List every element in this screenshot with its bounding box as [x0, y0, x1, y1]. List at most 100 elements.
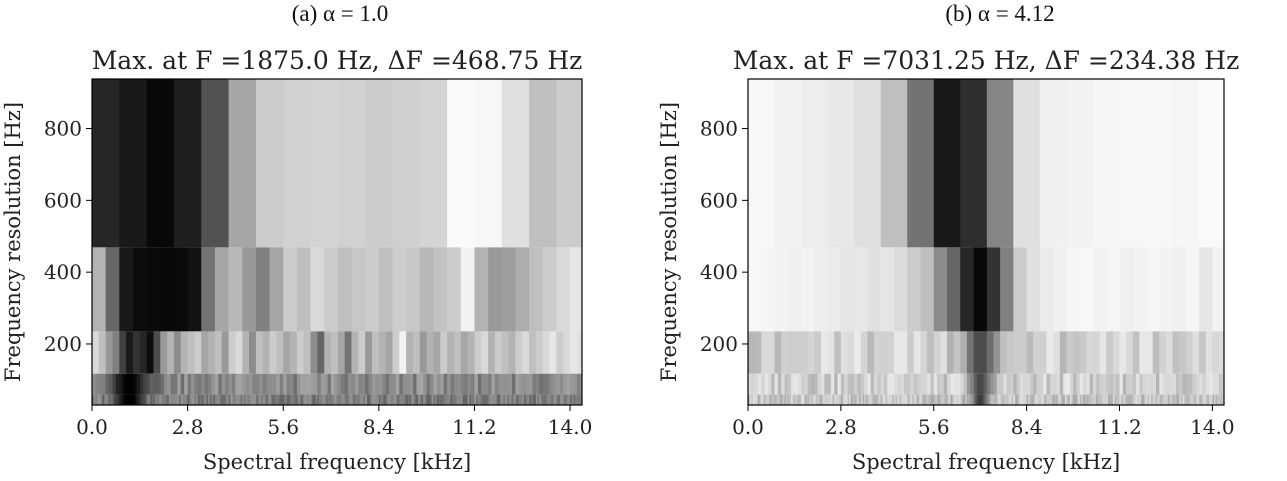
heatmap-cell	[1039, 247, 1054, 332]
heatmap-cell	[409, 373, 414, 395]
heatmap-cell	[822, 394, 825, 405]
heatmap-cell	[552, 373, 557, 395]
x-tick-label: 8.4	[363, 415, 395, 439]
heatmap-cell	[474, 247, 489, 332]
heatmap-cell	[105, 394, 108, 405]
heatmap-cell	[1046, 331, 1054, 374]
heatmap-cell	[341, 394, 344, 405]
heatmap-cell	[356, 394, 359, 405]
heatmap-cell	[1053, 247, 1067, 332]
heatmap-cell	[443, 394, 446, 405]
heatmap-cell	[291, 394, 294, 405]
heatmap-cell	[960, 247, 974, 332]
heatmap-cell	[1096, 394, 1099, 405]
heatmap-cell	[983, 394, 986, 405]
heatmap-cell	[383, 394, 387, 405]
heatmap-cell	[204, 373, 209, 395]
heatmap-cell	[908, 394, 911, 405]
heatmap-cell	[1212, 394, 1215, 405]
x-axis-label: Spectral frequency [kHz]	[203, 450, 471, 474]
heatmap-cell	[764, 394, 767, 405]
heatmap-cell	[430, 373, 434, 395]
heatmap-cell	[214, 394, 218, 405]
heatmap-cell	[1117, 394, 1120, 405]
heatmap-cell	[1049, 373, 1054, 395]
heatmap-cell	[419, 394, 422, 405]
heatmap-cell	[920, 373, 925, 395]
heatmap-cell	[255, 394, 259, 405]
heatmap-cell	[1215, 373, 1220, 395]
heatmap-cell	[508, 331, 516, 374]
heatmap-cell	[469, 394, 472, 405]
heatmap-cell	[109, 394, 112, 405]
heatmap-cell	[958, 394, 961, 405]
heatmap-cell	[363, 394, 366, 405]
heatmap-cell	[153, 394, 156, 405]
heatmap-cell	[460, 373, 465, 395]
heatmap-cell	[102, 394, 105, 405]
heatmap-cell	[395, 373, 400, 395]
heatmap-cell	[1036, 394, 1039, 405]
heatmap-cell	[797, 394, 800, 405]
heatmap-cell	[225, 373, 229, 395]
heatmap-cell	[481, 331, 489, 374]
heatmap-cell	[854, 331, 862, 374]
heatmap-cell	[1139, 394, 1142, 405]
heatmap-cell	[235, 394, 238, 405]
heatmap-cell	[1092, 331, 1101, 374]
heatmap-cell	[1146, 394, 1149, 405]
heatmap-cell	[419, 79, 448, 248]
heatmap-cell	[847, 331, 855, 374]
heatmap-cell	[390, 394, 393, 405]
heatmap-cell	[767, 331, 775, 374]
heatmap-cell	[1194, 394, 1197, 405]
heatmap-cell	[433, 373, 438, 395]
heatmap-cell	[1169, 394, 1172, 405]
heatmap-cell	[1159, 247, 1173, 332]
heatmap-cell	[1086, 331, 1094, 374]
heatmap-cell	[447, 79, 475, 248]
heatmap-cell	[529, 331, 537, 374]
heatmap-cell	[1219, 394, 1222, 405]
heatmap-cell	[525, 394, 528, 405]
heatmap-cell	[184, 373, 189, 395]
heatmap-cell	[879, 394, 882, 405]
heatmap-cell	[457, 394, 460, 405]
chart-title: Max. at F =7031.25 Hz, ΔF =234.38 Hz	[733, 46, 1240, 75]
heatmap-cell	[300, 394, 303, 405]
heatmap-cell	[1199, 373, 1203, 395]
heatmap-cell	[539, 373, 544, 395]
heatmap-cell	[249, 373, 253, 395]
heatmap-cell	[892, 394, 895, 405]
heatmap-cell	[534, 394, 537, 405]
heatmap-cell	[1041, 394, 1044, 405]
heatmap-cell	[860, 331, 868, 374]
heatmap-cell	[262, 373, 267, 395]
heatmap-cell	[173, 79, 202, 248]
heatmap-cell	[218, 373, 223, 395]
heatmap-cell	[512, 394, 515, 405]
heatmap-cell	[211, 394, 214, 405]
heatmap-cell	[262, 394, 265, 405]
heatmap-cell	[1063, 394, 1066, 405]
heatmap-cell	[1056, 373, 1061, 395]
heatmap-cell	[998, 394, 1001, 405]
heatmap-cell	[302, 394, 305, 405]
heatmap-cell	[1119, 373, 1124, 395]
heatmap-cell	[1151, 394, 1154, 405]
heatmap-cell	[92, 373, 96, 395]
heatmap-cell	[92, 394, 95, 405]
heatmap-cell	[900, 331, 908, 374]
heatmap-cell	[281, 394, 284, 405]
heatmap-cell	[310, 247, 325, 332]
heatmap-cell	[1005, 394, 1008, 405]
heatmap-cell	[576, 394, 579, 405]
heatmap-cell	[378, 247, 393, 332]
heatmap-cell	[1084, 394, 1087, 405]
heatmap-cell	[320, 373, 325, 395]
heatmap-cell	[1016, 394, 1019, 405]
heatmap-cell	[233, 394, 236, 405]
heatmap-cell	[1112, 331, 1120, 374]
heatmap-cell	[830, 394, 833, 405]
heatmap-cell	[1046, 394, 1049, 405]
